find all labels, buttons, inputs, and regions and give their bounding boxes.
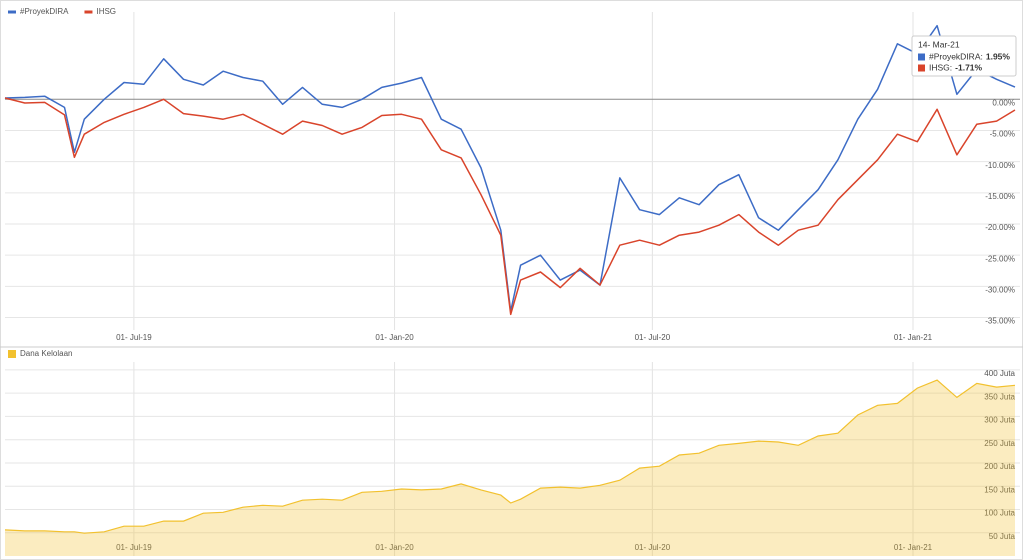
area-fill: [5, 380, 1015, 556]
legend-swatch: [8, 350, 16, 358]
y-tick-label: 150 Juta: [984, 485, 1015, 494]
legend-swatch: [84, 10, 93, 14]
tooltip-swatch: [918, 53, 925, 61]
area-line: [4, 379, 1016, 534]
x-tick-label: 01- Jul-19: [116, 543, 152, 552]
y-tick-label: -35.00%: [985, 317, 1015, 326]
y-tick-label: -20.00%: [985, 223, 1015, 232]
x-tick-label: 01- Jan-21: [894, 333, 933, 342]
tooltip: 14- Mar-21 #ProyekDIRA: 1.95% IHSG: -1.71%: [911, 35, 1017, 77]
x-tick-label: 01- Jul-20: [635, 333, 671, 342]
y-tick-label: 400 Juta: [984, 369, 1015, 378]
tooltip-value: 1.95%: [986, 51, 1011, 61]
y-tick-label: -15.00%: [985, 192, 1015, 201]
y-tick-label: 250 Juta: [984, 439, 1015, 448]
x-tick-label: 01- Jan-20: [375, 333, 414, 342]
tooltip-title: 14- Mar-21: [918, 39, 960, 49]
tooltip-swatch: [918, 64, 925, 72]
legend-label[interactable]: #ProyekDIRA: [20, 7, 69, 16]
y-tick-label: 300 Juta: [984, 416, 1015, 425]
x-tick-label: 01- Jul-19: [116, 333, 152, 342]
x-tick-label: 01- Jan-21: [894, 543, 933, 552]
series-line: [4, 97, 1016, 316]
legend-label[interactable]: Dana Kelolaan: [20, 349, 72, 358]
y-tick-label: 350 Juta: [984, 392, 1015, 401]
y-tick-label: 0.00%: [992, 98, 1015, 107]
legend-label[interactable]: IHSG: [96, 7, 116, 16]
y-tick-label: -10.00%: [985, 161, 1015, 170]
tooltip-label: IHSG:: [929, 62, 952, 72]
legend-swatch: [8, 10, 16, 14]
y-tick-label: 50 Juta: [989, 532, 1016, 541]
x-tick-label: 01- Jan-20: [375, 543, 414, 552]
y-tick-label: -5.00%: [990, 130, 1015, 139]
y-tick-label: 200 Juta: [984, 462, 1015, 471]
tooltip-value: -1.71%: [955, 62, 982, 72]
y-tick-label: 100 Juta: [984, 509, 1015, 518]
tooltip-label: #ProyekDIRA:: [929, 51, 983, 61]
y-tick-label: -30.00%: [985, 285, 1015, 294]
y-tick-label: -25.00%: [985, 254, 1015, 263]
x-tick-label: 01- Jul-20: [635, 543, 671, 552]
tooltip-box: [911, 35, 1017, 77]
